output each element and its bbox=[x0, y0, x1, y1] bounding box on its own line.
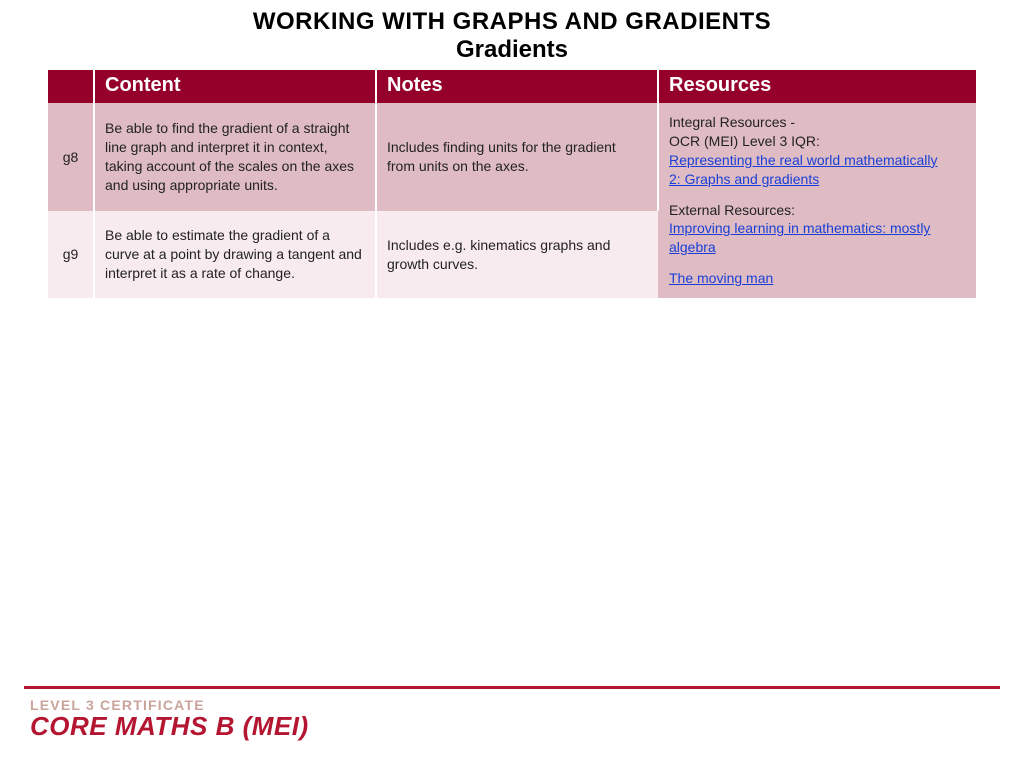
cell-content: Be able to find the gradient of a straig… bbox=[94, 103, 376, 211]
resources-intro2: OCR (MEI) Level 3 IQR: bbox=[669, 133, 820, 149]
title-block: WORKING WITH GRAPHS AND GRADIENTS Gradie… bbox=[0, 0, 1024, 70]
header-resources: Resources bbox=[658, 70, 976, 103]
footer-text: LEVEL 3 CERTIFICATE CORE MATHS B (MEI) bbox=[0, 695, 1024, 742]
resource-link-3[interactable]: The moving man bbox=[669, 270, 773, 286]
header-content: Content bbox=[94, 70, 376, 103]
footer-course-name: CORE MATHS B (MEI) bbox=[30, 711, 1024, 742]
resource-link-1a[interactable]: Representing the real world mathematical… bbox=[669, 152, 937, 168]
page-title-line1: WORKING WITH GRAPHS AND GRADIENTS bbox=[0, 8, 1024, 36]
resource-link-2b[interactable]: algebra bbox=[669, 239, 716, 255]
cell-code: g8 bbox=[48, 103, 94, 211]
resource-link-2a[interactable]: Improving learning in mathematics: mostl… bbox=[669, 220, 930, 236]
cell-notes: Includes e.g. kinematics graphs and grow… bbox=[376, 211, 658, 298]
page-title-line2: Gradients bbox=[0, 36, 1024, 64]
resource-link-1b[interactable]: 2: Graphs and gradients bbox=[669, 171, 819, 187]
resources-ext-label: External Resources: bbox=[669, 202, 795, 218]
content-table: Content Notes Resources g8 Be able to fi… bbox=[48, 70, 976, 298]
footer: LEVEL 3 CERTIFICATE CORE MATHS B (MEI) bbox=[0, 686, 1024, 768]
table-row: g8 Be able to find the gradient of a str… bbox=[48, 103, 976, 211]
cell-resources: Integral Resources - OCR (MEI) Level 3 I… bbox=[658, 103, 976, 298]
table-header-row: Content Notes Resources bbox=[48, 70, 976, 103]
cell-notes: Includes finding units for the gradient … bbox=[376, 103, 658, 211]
resources-intro1: Integral Resources - bbox=[669, 114, 795, 130]
header-notes: Notes bbox=[376, 70, 658, 103]
cell-code: g9 bbox=[48, 211, 94, 298]
cell-content: Be able to estimate the gradient of a cu… bbox=[94, 211, 376, 298]
footer-rule bbox=[24, 686, 1000, 689]
header-code bbox=[48, 70, 94, 103]
